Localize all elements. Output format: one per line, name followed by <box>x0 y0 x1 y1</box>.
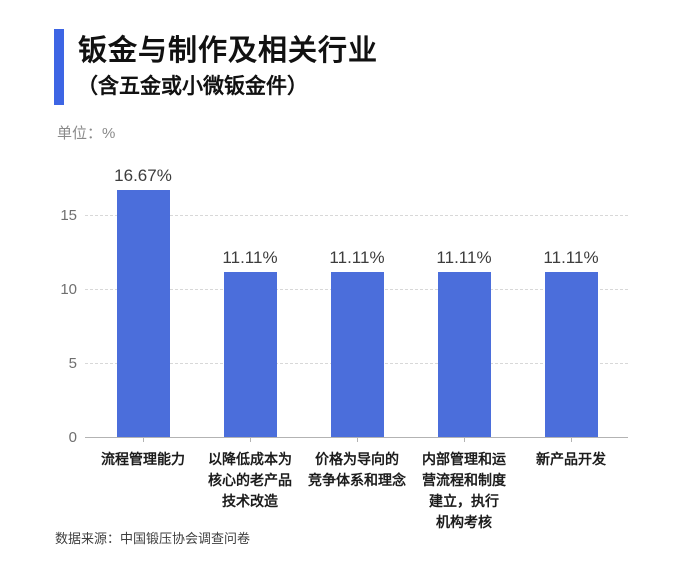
x-axis-tick <box>250 437 251 442</box>
x-axis-tick <box>571 437 572 442</box>
x-axis-category-label: 价格为导向的 竞争体系和理念 <box>308 451 406 488</box>
x-axis-category-label: 流程管理能力 <box>101 451 185 467</box>
bar <box>116 190 170 437</box>
unit-label: 单位：% <box>57 125 116 142</box>
y-axis-tick-label: 5 <box>68 354 77 372</box>
x-axis-category-label: 以降低成本为 核心的老产品 技术改造 <box>208 451 292 509</box>
bar-value-label: 11.11% <box>222 248 278 267</box>
bar-value-label: 11.11% <box>329 248 385 267</box>
bar-value-label: 16.67% <box>114 166 172 185</box>
x-axis-category-label: 新产品开发 <box>536 451 606 467</box>
chart-title: 钣金与制作及相关行业 <box>78 35 379 67</box>
bar <box>223 272 277 437</box>
y-axis-tick-label: 10 <box>60 280 77 298</box>
bar <box>437 272 491 437</box>
bar-chart-plot-area: 0 5 10 15 16.67% 流程管理能力 11.11% 以降低成本为 核心的老产品 技术… <box>60 166 628 530</box>
chart-subtitle: （含五金或小微钣金件） <box>77 75 308 98</box>
data-source-note: 数据来源：中国锻压协会调查问卷 <box>55 531 251 546</box>
gridline <box>85 214 628 216</box>
y-axis-tick-label: 15 <box>60 206 77 224</box>
x-axis-tick <box>357 437 358 442</box>
bar-value-label: 11.11% <box>436 248 492 267</box>
bar <box>544 272 598 437</box>
x-axis-category-label: 内部管理和运 营流程和制度 建立，执行 机构考核 <box>422 451 506 530</box>
x-axis-line <box>85 437 628 438</box>
title-accent-bar <box>54 29 64 105</box>
x-axis-tick <box>143 437 144 442</box>
bar <box>330 272 384 437</box>
bar-value-label: 11.11% <box>543 248 599 267</box>
y-axis-tick-label: 0 <box>68 429 77 446</box>
x-axis-tick <box>464 437 465 442</box>
